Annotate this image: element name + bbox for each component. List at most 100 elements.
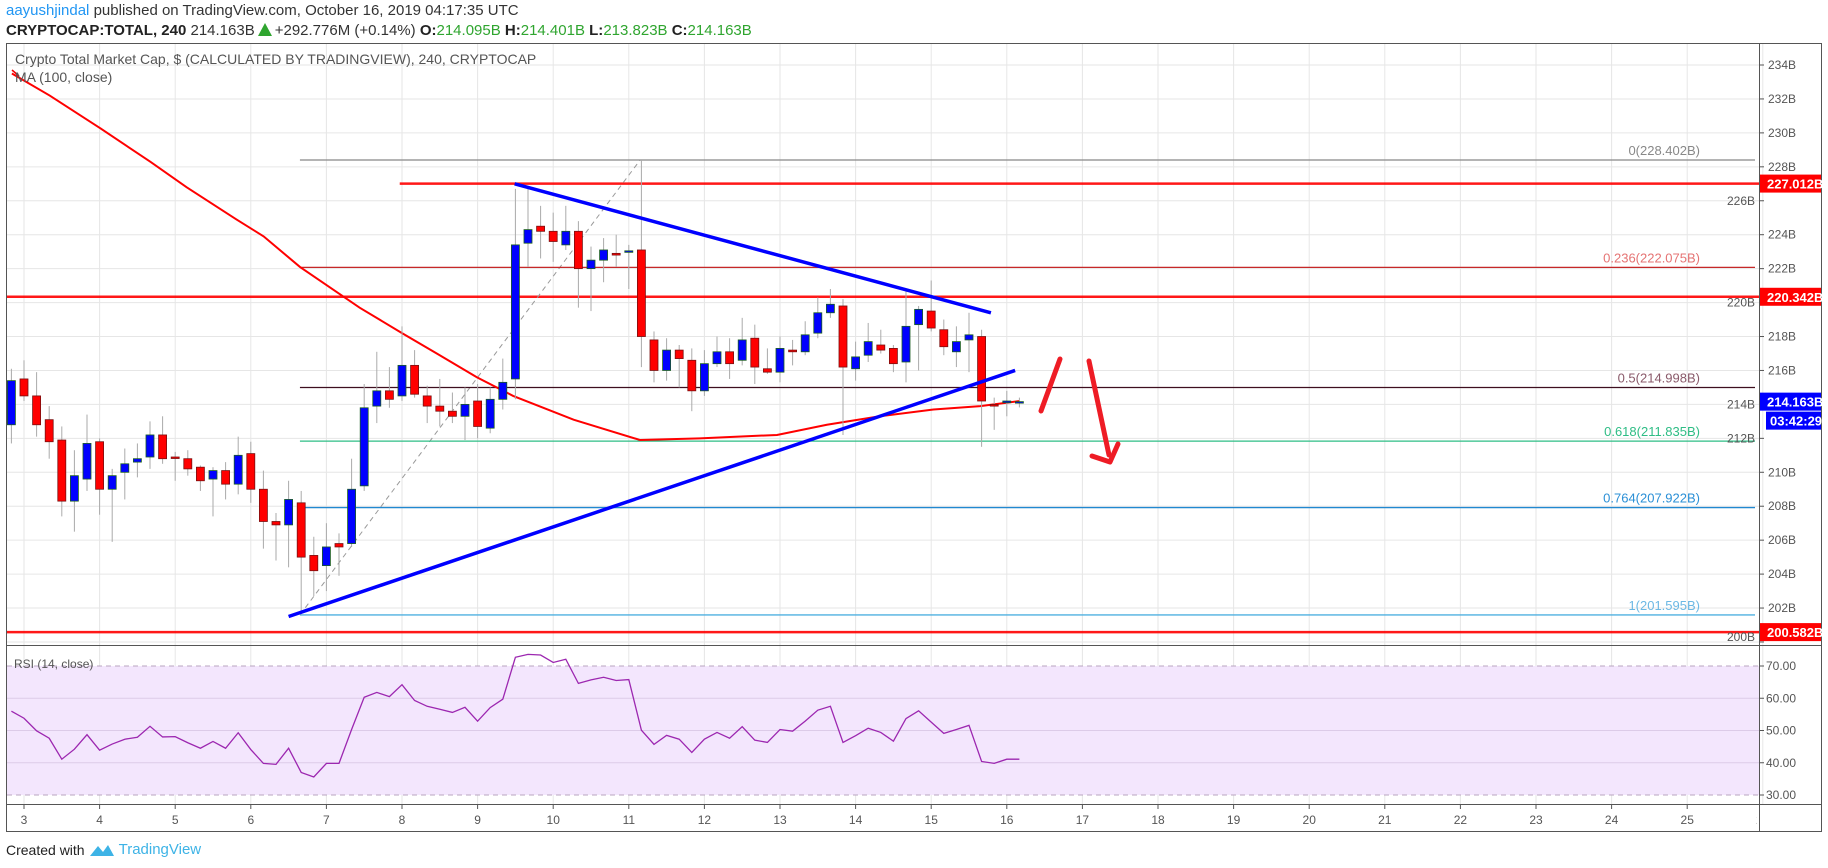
candle-down: [838, 299, 848, 435]
open-value: 214.095B: [436, 22, 501, 39]
rebound-stroke: [1038, 356, 1063, 414]
candle-up: [586, 246, 596, 312]
candle-body: [158, 434, 167, 460]
candle-down: [422, 385, 432, 424]
rsi-grid: [7, 665, 1759, 796]
price-badge: [1760, 174, 1821, 193]
candle-down: [296, 490, 306, 615]
candle-body: [611, 252, 621, 256]
candle-up: [359, 384, 369, 491]
y-tick-label: 200B: [1727, 630, 1755, 644]
candle-body: [44, 419, 54, 443]
candle-body: [321, 546, 331, 567]
rsi-tick-label: 50.00: [1766, 724, 1796, 738]
trendline-lower[interactable]: [288, 368, 1016, 619]
candle-body: [69, 475, 79, 502]
rsi-line: [11, 653, 1020, 778]
candle-body: [397, 364, 407, 397]
countdown-label: 03:42:29: [1770, 414, 1822, 429]
candle-up: [863, 322, 873, 362]
candle-up: [284, 480, 293, 568]
time-axis[interactable]: 3 4 5 6 7 8 9 10 11 12 13 14 15 16 17 18 19 20 21 22 23 24 25 2…: [21, 805, 1770, 827]
x-tick-label: 10: [547, 813, 561, 827]
trendline-upper[interactable]: [514, 182, 992, 315]
price-badge: [1760, 287, 1821, 306]
candle-down: [19, 360, 29, 402]
candle-down: [989, 397, 999, 430]
candle-up: [372, 351, 382, 424]
candle-up: [208, 467, 218, 517]
y-tick-label: 224B: [1768, 228, 1796, 242]
rsi-legend[interactable]: RSI (14, close): [14, 657, 93, 671]
candle-down: [750, 324, 760, 385]
candle-up: [851, 341, 860, 381]
candle-body: [498, 381, 508, 400]
candle-body: [599, 249, 608, 261]
candle-body: [851, 356, 860, 370]
y-tick-label: 202B: [1768, 601, 1796, 615]
candle-down: [888, 345, 898, 373]
y-tick-label: 206B: [1768, 533, 1796, 547]
candle-body: [132, 458, 142, 463]
candle-up: [712, 336, 722, 368]
candle-body: [901, 325, 911, 363]
price-badges: 227.012B 220.342B 200.582B 214.163B 03:42:29: [1760, 174, 1823, 642]
candle-down: [334, 533, 344, 576]
fibonacci-retracement[interactable]: 0(228.402B) 0.236(222.075B) 0.5(214.998B) 0…: [299, 143, 1755, 616]
candle-body: [359, 407, 369, 487]
y-tick-label: 232B: [1768, 92, 1796, 106]
candle-down: [44, 406, 54, 459]
symbol-label: CRYPTOCAP:TOTAL, 240: [6, 22, 187, 39]
ma-100-line: [11, 72, 1020, 442]
candle-up: [624, 244, 634, 290]
candle-body: [309, 555, 319, 572]
candle-body: [825, 303, 835, 314]
price-badge-label: 220.342B: [1767, 290, 1823, 305]
last-price-badge: [1760, 392, 1821, 411]
candle-body: [674, 349, 684, 359]
price-change: +292.776M (+0.14%): [274, 22, 416, 39]
candle-down: [309, 536, 319, 597]
x-tick-label: 12: [698, 813, 712, 827]
last-price: 214.163B: [190, 22, 255, 39]
author-link[interactable]: aayushjindal: [6, 2, 90, 19]
candle-down: [674, 345, 684, 388]
candle-body: [485, 398, 495, 429]
candle-down: [410, 350, 419, 398]
y-tick-label: 218B: [1768, 330, 1796, 344]
x-tick-label: 15: [925, 813, 939, 827]
x-tick-label: 13: [773, 813, 787, 827]
rsi-axis[interactable]: 70.00 60.00 50.00 40.00 30.00: [1759, 659, 1796, 802]
y-tick-label: 234B: [1768, 58, 1796, 72]
x-tick-label: 8: [399, 813, 406, 827]
x-tick-label: 25: [1681, 813, 1695, 827]
price-axis[interactable]: 202B 204B 206B 208B 210B 216B 218B 222B 224B 228B…: [1759, 58, 1796, 643]
candle-body: [926, 310, 936, 329]
candle-up: [1002, 390, 1012, 417]
up-triangle-icon: [257, 23, 272, 36]
tradingview-link[interactable]: TradingView: [118, 841, 202, 858]
ma-legend[interactable]: MA (100, close): [15, 69, 112, 85]
tradingview-logo-icon: [89, 844, 114, 856]
candle-body: [284, 499, 293, 526]
candle-up: [523, 187, 533, 267]
candle-body: [334, 543, 344, 548]
trendlines[interactable]: [288, 182, 1016, 619]
fib-level-label: 0(228.402B): [1628, 143, 1700, 158]
candle-up: [233, 436, 243, 495]
candle-up: [82, 414, 92, 491]
horizontal-levels: [7, 182, 1759, 634]
candle-body: [347, 488, 356, 544]
candle-body: [233, 454, 243, 485]
close-label: C:: [671, 22, 688, 39]
candle-down: [926, 280, 936, 332]
candle-down: [435, 378, 445, 427]
candle-body: [296, 502, 306, 558]
created-with-text: Created with: [6, 841, 85, 858]
candle-body: [422, 395, 432, 407]
candle-up: [321, 523, 331, 592]
x-tick-label: 21: [1378, 813, 1392, 827]
candle-body: [170, 456, 180, 459]
candle-body: [939, 329, 949, 348]
